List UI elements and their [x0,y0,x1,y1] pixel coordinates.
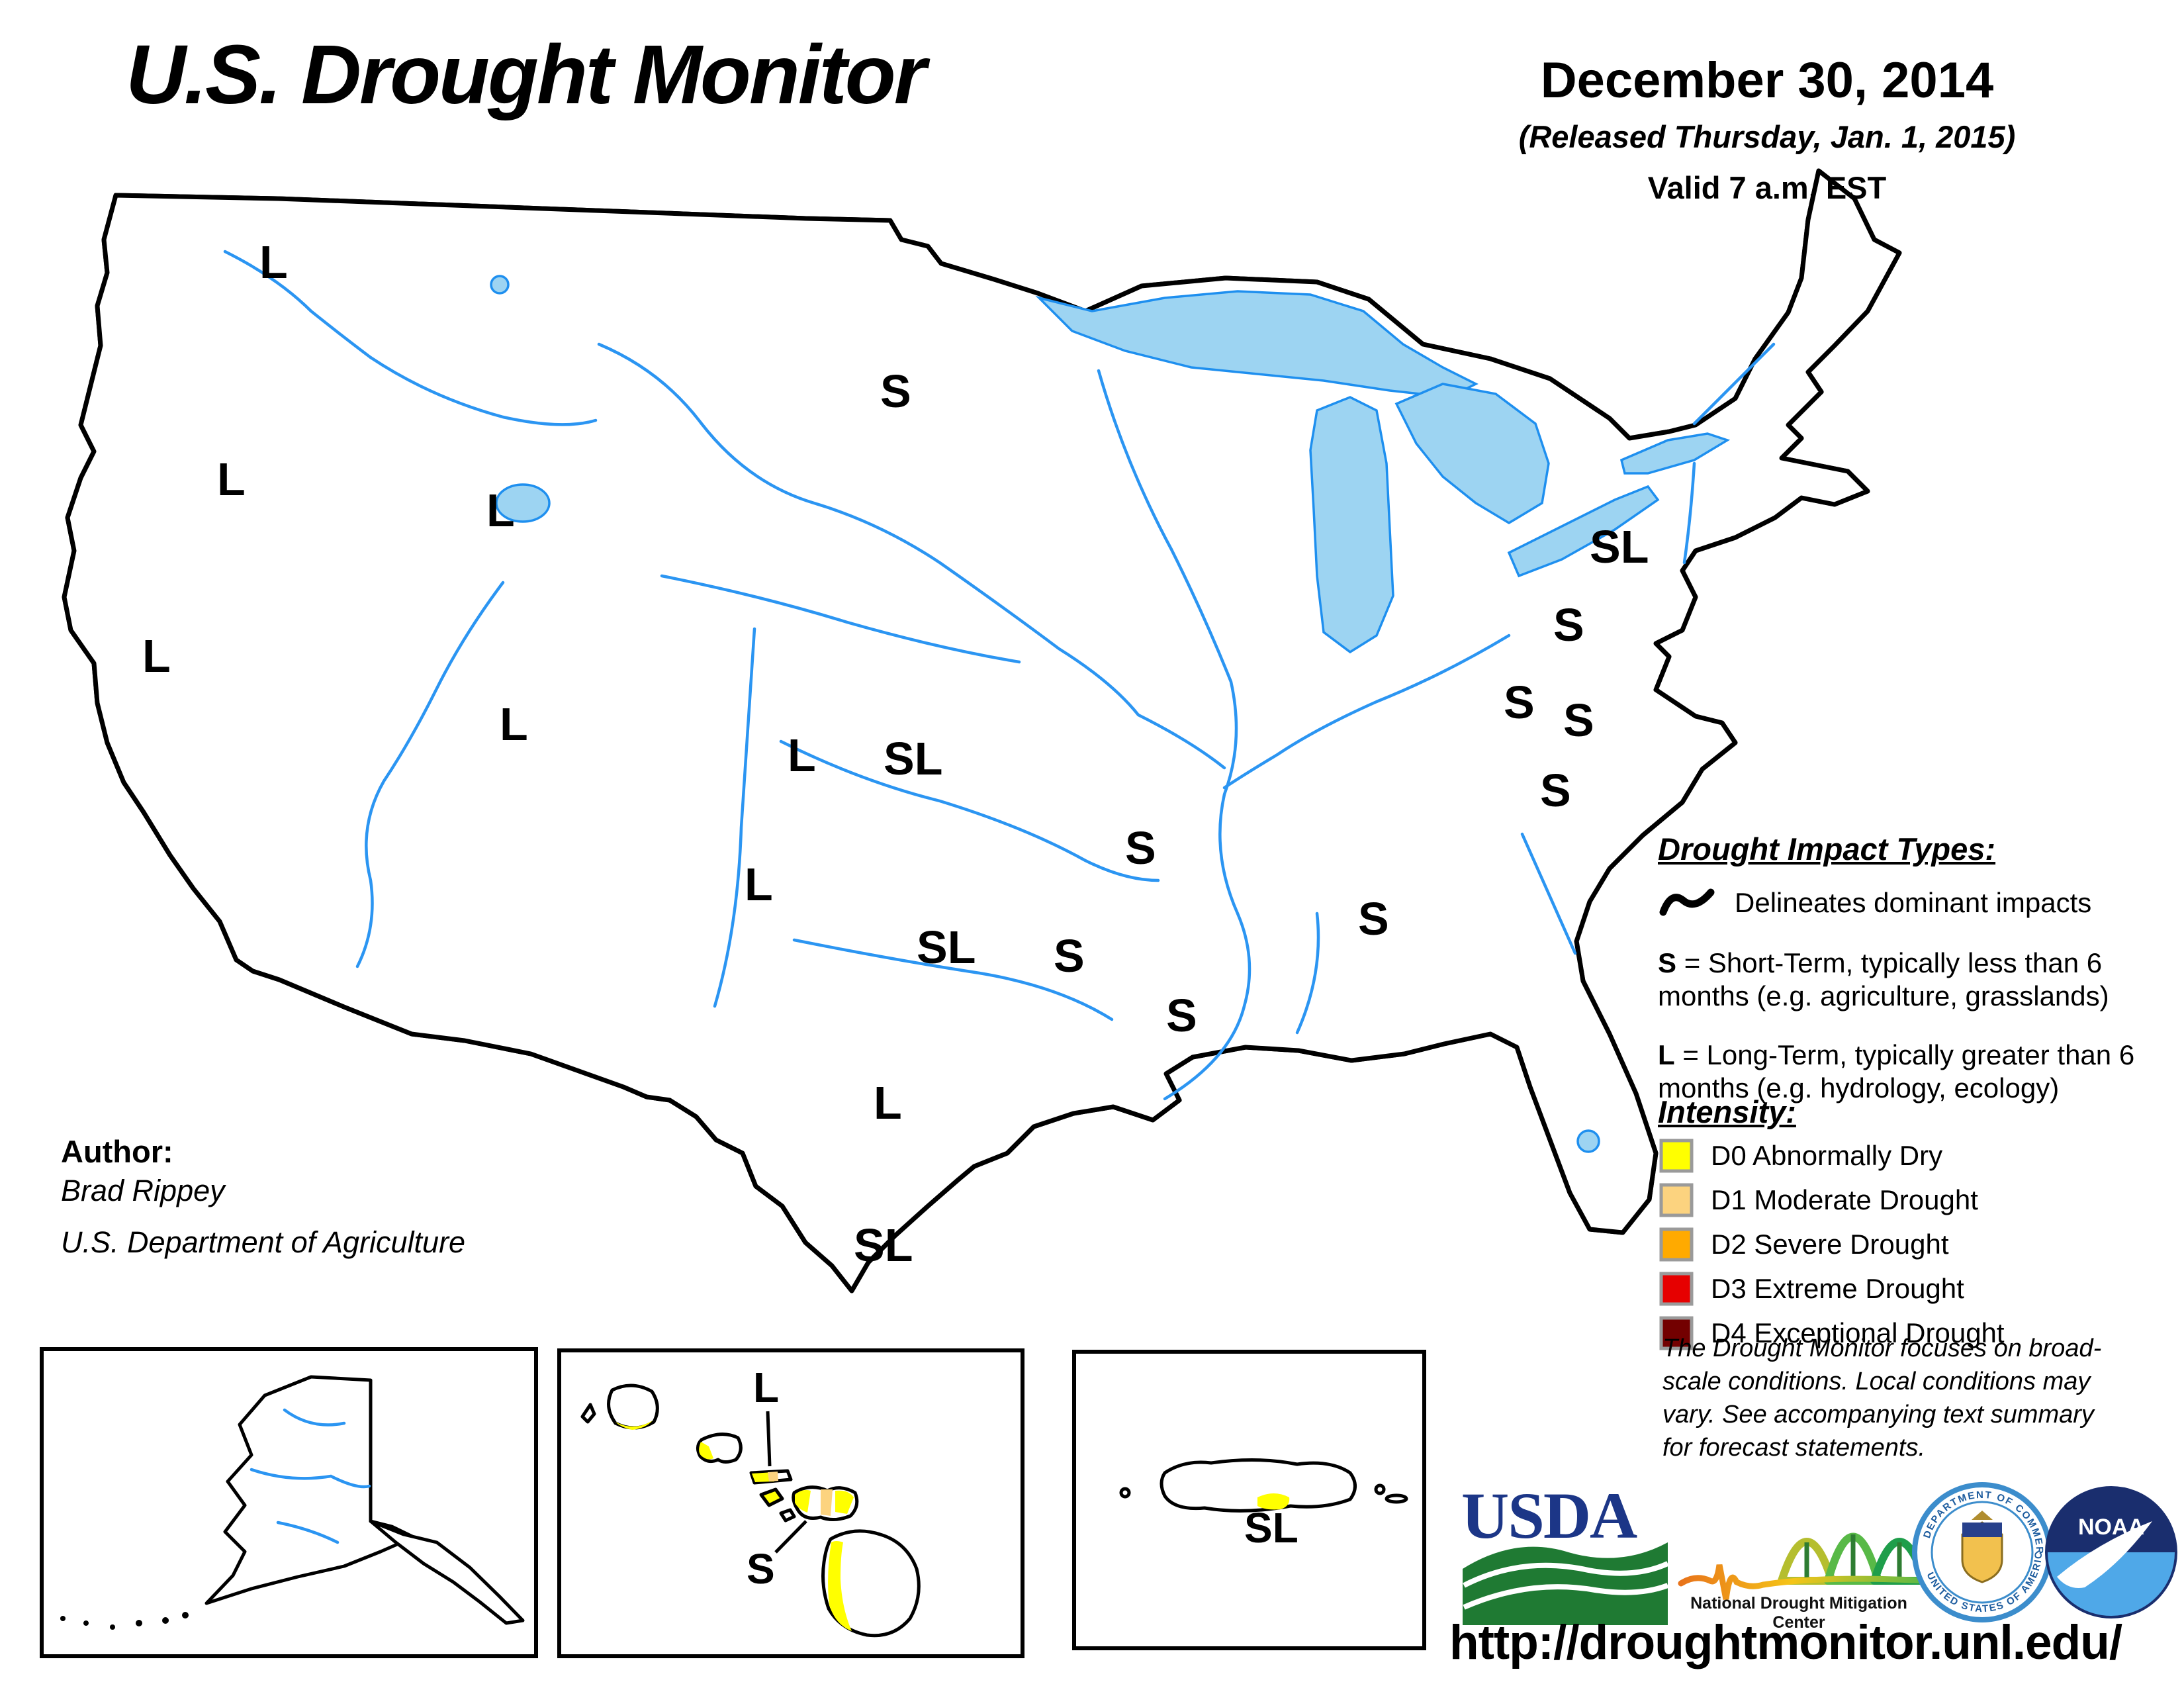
label-ne-louisiana: S [1054,930,1085,982]
legend-item-d3: D3 Extreme Drought [1658,1270,2184,1307]
label-kansas-oklahoma: SL [884,733,942,784]
valid-time: Valid 7 a.m. EST [1647,170,1887,205]
svg-text:NOAA: NOAA [2078,1515,2144,1540]
label-washington: L [259,236,288,288]
great-lakes [490,275,1731,1153]
d1-swatch [1659,1183,1694,1217]
short-term-definition: S = Short-Term, typically less than 6 mo… [1658,947,2109,1011]
label-arkansas: S [1125,822,1156,874]
legend-item-d4: D4 Exceptional Drought [1658,1315,2184,1352]
puerto-rico-outline [1160,1458,1357,1513]
rivers [223,250,1776,1101]
label-central-texas: L [874,1077,902,1129]
label-south-texas: SL [854,1219,913,1271]
label-hawaii-short-term: S [747,1545,775,1593]
culebra-island [1374,1483,1386,1495]
label-puerto-rico: SL [1244,1504,1298,1552]
big-island [821,1529,921,1638]
impact-legend-heading: Drought Impact Types: [1658,831,1996,867]
label-hawaii-long-term: L [753,1364,779,1411]
label-virginia: S [1553,599,1584,651]
label-nevada: L [217,453,246,505]
noaa-logo: NOAA [2045,1486,2177,1618]
delineates-label: Delineates dominant impacts [1735,887,2092,918]
usda-logo-text: USDA [1461,1479,1637,1552]
page-title: U.S. Drought Monitor [126,28,927,121]
legend-item-d1: D1 Moderate Drought [1658,1182,2184,1219]
lake-ontario [1619,432,1731,475]
d3-swatch [1659,1272,1694,1306]
usda-field-swoosh [1463,1542,1668,1625]
lake-okeechobee [1576,1129,1600,1153]
delineation-squiggle-icon [1659,888,1715,916]
alaska-inset [40,1347,538,1658]
label-minnesota: S [880,365,911,417]
impact-types-legend: Drought Impact Types: Delineates dominan… [1658,831,2184,1104]
alaska-panhandle [369,1519,525,1625]
doc-eagle [1972,1511,1993,1520]
label-north-texas: SL [917,921,976,973]
lake-erie [1507,485,1660,578]
ndmc-logo [1678,1532,1932,1600]
label-newyork-pennsylvania: SL [1590,521,1649,573]
d2-swatch [1659,1227,1694,1262]
intensity-legend: Intensity: D0 Abnormally Dry D1 Moderate… [1658,1094,2184,1352]
d0-swatch [1659,1139,1694,1173]
label-north-arizona: L [500,698,528,750]
legend-item-d2: D2 Severe Drought [1658,1226,2184,1263]
great-salt-lake [495,483,551,523]
kauai [607,1383,659,1430]
author-heading: Author: [61,1134,173,1169]
ndmc-logo-caption: National Drought Mitigation Center [1690,1594,1907,1632]
intensity-heading: Intensity: [1658,1094,1796,1129]
map-date: December 30, 2014 [1540,52,1994,109]
date-block: December 30, 2014 (Released Thursday, Ja… [1476,52,2058,206]
lake-michigan [1309,396,1394,654]
label-california: L [142,630,171,682]
label-nw-utah: L [486,485,515,536]
author-name: Brad Rippey [61,1174,225,1207]
doc-shield [1961,1521,2003,1583]
label-east-north-carolina: S [1563,694,1594,746]
release-date: (Released Thursday, Jan. 1, 2015) [1518,119,2016,154]
label-sw-new-mexico: L [745,859,773,910]
lake-huron [1394,383,1550,525]
legend-item-d0: D0 Abnormally Dry [1658,1137,2184,1174]
niihau [580,1403,596,1424]
vieques-island [1385,1493,1408,1504]
lake-superior [1035,290,1479,399]
disclaimer-text: The Drought Monitor focuses on broad-sca… [1662,1335,2102,1462]
flathead-lake [490,275,510,295]
aleutian-islands [60,1612,189,1630]
author-organization: U.S. Department of Agriculture [61,1225,466,1259]
noaa-bird [2057,1521,2152,1588]
d4-swatch [1659,1316,1694,1350]
usda-logo [1463,1542,1669,1625]
author-block: Author: Brad Rippey U.S. Department of A… [61,1133,465,1260]
lanai [759,1487,784,1507]
alaska-rivers [250,1408,371,1544]
drought-monitor-url: http://droughtmonitor.unl.edu/ [1449,1616,2122,1669]
long-term-definition: L = Long-Term, typically greater than 6 … [1658,1039,2135,1103]
label-south-carolina: S [1540,765,1571,816]
label-south-alabama: S [1166,990,1197,1041]
kahoolawe [779,1508,796,1523]
label-ok-panhandle: L [788,729,816,781]
hawaii-inset: L S [557,1348,1024,1658]
puerto-rico-inset: SL [1072,1350,1426,1650]
ndmc-ekg-line [1678,1564,1932,1600]
label-west-north-carolina: S [1504,677,1535,728]
mona-island [1119,1487,1131,1499]
impact-type-labels: L L L L L L S L SL SL S L SL S S S S S S… [142,236,1649,1271]
label-georgia: S [1358,893,1389,945]
